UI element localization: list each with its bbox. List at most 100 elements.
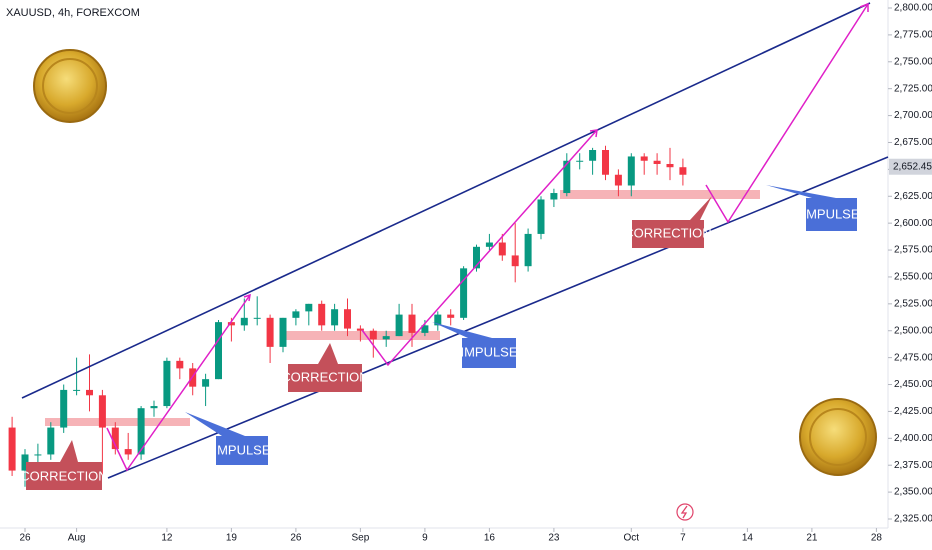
candle-body <box>331 309 339 326</box>
candle-body <box>563 160 571 194</box>
wave <box>361 129 598 367</box>
x-tick-label: 21 <box>806 533 818 544</box>
label-text: IMPULSE <box>213 442 270 457</box>
x-tick-label: 26 <box>19 533 31 544</box>
zone <box>285 331 440 340</box>
candle-body <box>627 156 635 186</box>
candle-body <box>292 311 300 318</box>
candle-body <box>421 325 429 333</box>
candle-body <box>215 322 222 380</box>
x-tick-label: 14 <box>742 533 754 544</box>
candle-body <box>447 314 455 318</box>
candle-body <box>653 160 661 164</box>
channel-upper <box>21 2 871 399</box>
y-tick-label: 2,350.00 <box>894 487 932 498</box>
arrowhead <box>589 129 598 138</box>
wave <box>106 294 251 472</box>
y-tick-label: 2,625.00 <box>894 191 932 202</box>
candle-body <box>524 233 532 267</box>
candle-body <box>253 317 261 319</box>
candle-body <box>550 193 558 200</box>
candle-body <box>460 268 468 318</box>
candle-body <box>111 427 119 450</box>
x-tick-label: 19 <box>226 533 238 544</box>
candle-body <box>279 317 287 347</box>
candle-body <box>369 330 377 340</box>
y-tick-label: 2,725.00 <box>894 83 932 94</box>
candle-body <box>163 360 171 407</box>
candle-body <box>318 303 326 326</box>
y-tick-label: 2,775.00 <box>894 30 932 41</box>
y-tick-label: 2,800.00 <box>894 3 932 14</box>
y-tick-label: 2,700.00 <box>894 110 932 121</box>
candle-body <box>395 314 403 337</box>
candle-body <box>137 408 145 455</box>
correction-label: CORRECTION <box>20 440 108 490</box>
zone <box>560 190 760 199</box>
y-tick-label: 2,575.00 <box>894 245 932 256</box>
y-tick-label: 2,425.00 <box>894 406 932 417</box>
last-price-label: 2,652.45 <box>893 161 932 172</box>
wave-paths <box>106 2 869 472</box>
event-icon[interactable] <box>676 503 694 521</box>
candle-body <box>602 150 609 175</box>
candle-body <box>356 328 364 331</box>
y-tick-label: 2,675.00 <box>894 137 932 148</box>
zones <box>45 190 760 426</box>
candle-body <box>202 379 210 387</box>
x-tick-label: 9 <box>422 533 428 544</box>
x-tick-label: Sep <box>352 533 370 544</box>
callouts: CORRECTION IMPULSE CORRECTION IMPULSE CO… <box>20 185 860 490</box>
candle-body <box>666 163 674 168</box>
x-tick-label: 23 <box>548 533 560 544</box>
candle-body <box>73 389 81 391</box>
candle-body <box>21 454 29 471</box>
label-text: IMPULSE <box>460 344 517 359</box>
impulse-label: IMPULSE <box>432 322 518 368</box>
candle-body <box>614 174 622 186</box>
x-tick-label: 28 <box>871 533 883 544</box>
correction-label: CORRECTION <box>624 196 712 248</box>
channel <box>21 2 889 479</box>
y-tick-label: 2,325.00 <box>894 514 932 525</box>
arrowhead <box>859 2 869 12</box>
correction-label: CORRECTION <box>281 343 369 392</box>
candles <box>8 145 687 487</box>
impulse-label: IMPULSE <box>766 185 860 231</box>
candle-body <box>473 246 480 269</box>
coin <box>799 398 877 476</box>
candle-body <box>408 314 416 333</box>
impulse-label: IMPULSE <box>185 412 271 465</box>
channel-lower <box>107 156 889 479</box>
candle-body <box>98 395 106 428</box>
candle-body <box>537 199 545 234</box>
wave <box>705 3 869 224</box>
candle-body <box>382 336 390 340</box>
last-price-badge <box>889 158 932 175</box>
label-text: CORRECTION <box>20 468 107 483</box>
y-tick-label: 2,500.00 <box>894 325 932 336</box>
candle-body <box>86 389 93 396</box>
x-tick-label: 7 <box>680 533 686 544</box>
candle-body <box>434 314 442 326</box>
candle-body <box>679 167 687 175</box>
candle-body <box>266 317 274 347</box>
coin <box>33 49 107 123</box>
candle-body <box>60 389 68 428</box>
y-tick-label: 2,375.00 <box>894 460 932 471</box>
zone <box>45 418 190 426</box>
y-tick-label: 2,400.00 <box>894 433 932 444</box>
x-tick-label: 26 <box>290 533 302 544</box>
candle-body <box>589 150 597 161</box>
y-tick-label: 2,450.00 <box>894 379 932 390</box>
candle-body <box>640 156 648 161</box>
label-text: CORRECTION <box>624 225 711 240</box>
y-tick-label: 2,600.00 <box>894 218 932 229</box>
candle-body <box>344 309 351 329</box>
candle-body <box>227 322 235 326</box>
candle-body <box>47 427 55 455</box>
y-tick-label: 2,525.00 <box>894 298 932 309</box>
candle-body <box>240 317 248 326</box>
candle-body <box>511 255 519 267</box>
